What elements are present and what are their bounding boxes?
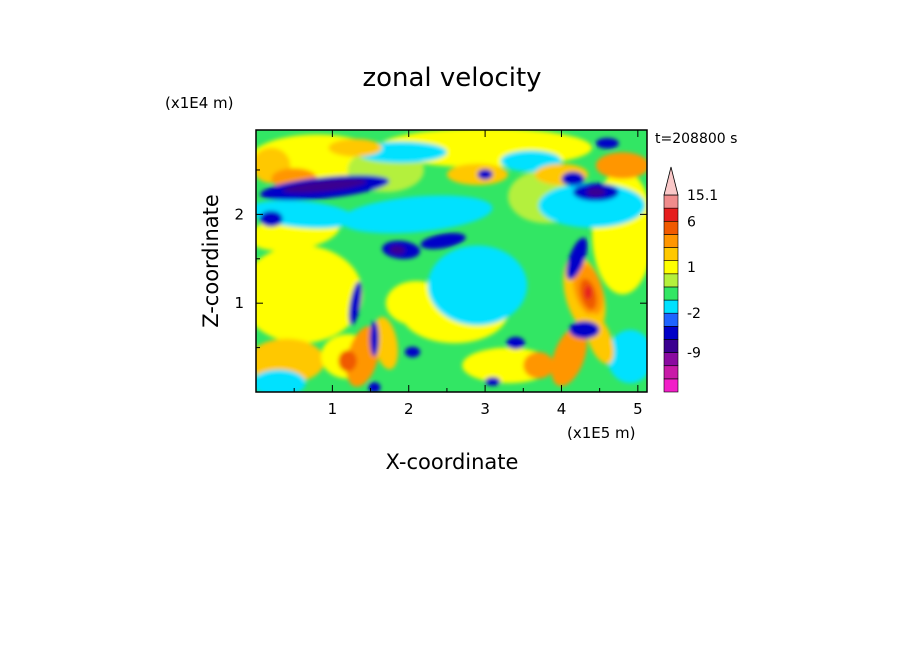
colorbar-band [663,299,679,314]
contour-blob [477,169,493,180]
x-tick-label: 4 [557,400,567,418]
colorbar-tick-label: 6 [687,214,696,230]
contour-blob [595,137,619,149]
time-label: t=208800 s [655,131,737,147]
contour-blob [348,281,362,326]
colorbar: 15.1 6 1 -2 -9 [663,166,718,393]
contour-field [256,130,647,392]
colorbar-band [663,207,679,222]
colorbar-band [663,273,679,288]
colorbar-band [663,260,679,275]
contour-blob [523,352,554,379]
contour-blob [561,171,585,186]
contour-blob [427,245,528,326]
contour-blob [551,326,587,387]
y-axis: 12 [234,169,647,349]
colorbar-band [663,365,679,380]
contour-blob [368,382,381,392]
contour-blob [538,183,646,228]
contour-blob [389,245,405,255]
contour-blob [373,316,399,370]
y-tick-label: 1 [234,294,244,312]
x-tick-label: 5 [633,400,643,418]
x-tick-label: 1 [328,400,338,418]
contour-blob [338,350,357,372]
contour-blob [586,187,605,197]
contour-blob [328,138,383,157]
chart-title: zonal velocity [362,63,541,93]
y-axis-label: Z-coordinate [199,194,223,328]
colorbar-band [663,378,679,393]
contour-blob [584,285,593,300]
colorbar-tick-label: -2 [687,306,701,322]
contour-blob [282,179,367,193]
x-axis: 1 2 3 4 5 [293,130,643,418]
x-axis-label: X-coordinate [386,450,519,474]
colorbar-band [663,194,679,209]
colorbar-tick-label: 15.1 [687,188,718,204]
colorbar-extend-arrow [663,166,679,196]
x-unit-label: (x1E5 m) [567,424,636,442]
x-tick-label: 2 [404,400,414,418]
contour-blob [569,320,600,339]
contour-blob [506,336,525,350]
colorbar-band [663,247,679,261]
colorbar-tick-label: 1 [687,260,696,276]
colorbar-tick-label: -9 [687,346,701,362]
contour-blob [595,152,647,179]
colorbar-band [663,220,679,235]
contour-blob [485,376,501,386]
colorbar-band [663,312,679,327]
contour-blob [369,320,379,357]
contour-blob [256,245,363,344]
contour-blob [256,369,306,392]
colorbar-band [663,326,679,340]
plot-frame [255,129,648,393]
x-tick-label: 3 [480,400,490,418]
y-unit-label: (x1E4 m) [165,94,234,112]
contour-blob [566,237,588,280]
y-tick-label: 2 [234,205,244,223]
colorbar-band [663,286,679,301]
colorbar-band [663,234,679,248]
contour-blob [404,346,421,358]
colorbar-band [663,352,679,367]
colorbar-band [663,339,679,353]
contour-blob [607,329,647,384]
contour-blob [259,210,283,227]
contour-blob [340,195,493,234]
contour-blob [420,232,466,250]
